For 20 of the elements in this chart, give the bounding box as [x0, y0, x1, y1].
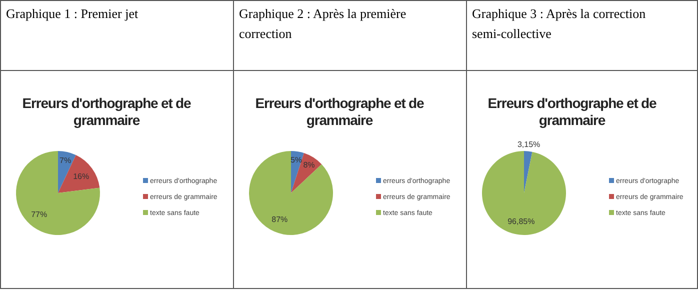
- data-label: 3,15%: [517, 140, 540, 150]
- pie-slice: [249, 151, 333, 235]
- data-label: 87%: [272, 215, 288, 224]
- data-label: 96,85%: [508, 217, 535, 226]
- pie-slice: [58, 154, 100, 193]
- data-label: 7%: [60, 156, 72, 166]
- data-label: 8%: [303, 160, 315, 170]
- pie-slice: [16, 151, 100, 235]
- pie-slice: [482, 151, 566, 235]
- data-label: 77%: [31, 210, 48, 220]
- pie-slice: [291, 153, 322, 193]
- chart-title: Erreurs d'orthographe et de grammaire: [22, 95, 192, 128]
- chart-subtitle: Graphique 1 : Premier jet: [6, 6, 139, 21]
- data-label: 16%: [73, 172, 90, 182]
- chart-title: Erreurs d'orthographe et de grammaire: [255, 95, 425, 128]
- chart-subtitle: Graphique 3 : Après la correction semi-collective: [472, 6, 646, 41]
- data-label: 5%: [290, 156, 302, 165]
- chart-title: Erreurs d'orthographe et de grammaire: [488, 95, 658, 128]
- pie-slice: [524, 151, 532, 193]
- chart-subtitle: Graphique 2 : Après la première correction: [239, 6, 406, 41]
